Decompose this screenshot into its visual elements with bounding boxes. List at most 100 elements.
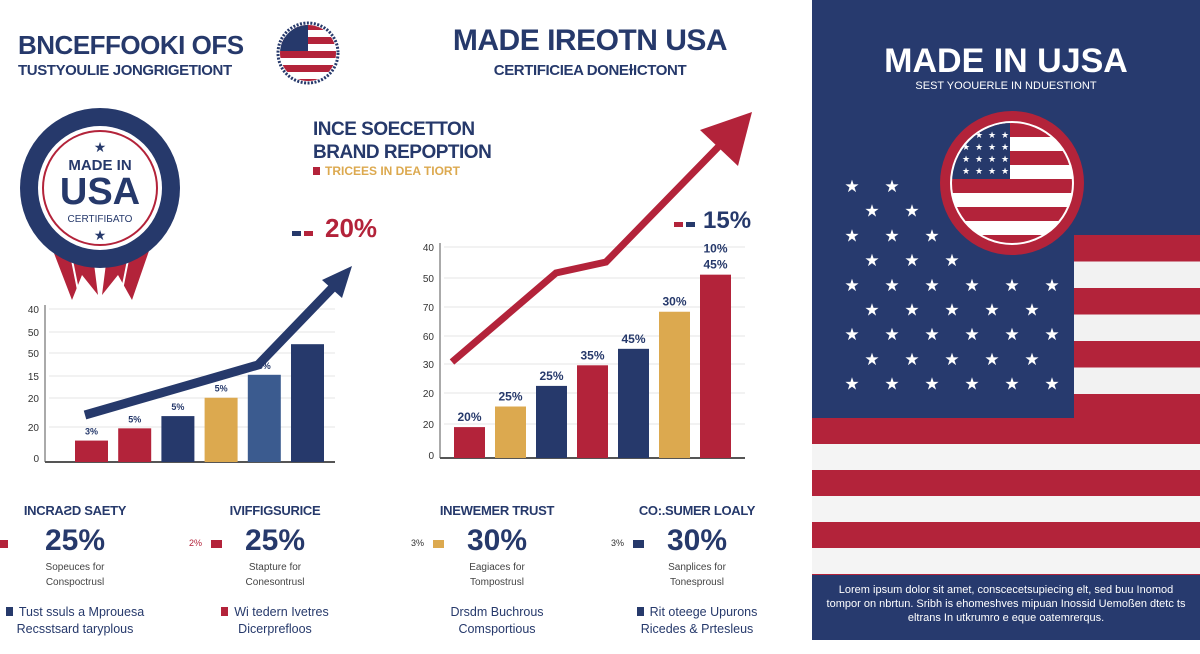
y-tick-label: 20 <box>423 420 435 431</box>
svg-text:★: ★ <box>988 166 996 176</box>
stat-value: 30% <box>466 524 528 557</box>
star-icon: ★ <box>1004 325 1019 344</box>
mid-heading-line2: BRAND REPOPTION <box>313 142 492 163</box>
svg-text:★: ★ <box>975 154 983 164</box>
panel-subtitle: SEST YOOUERLE IN NDUESTIONT <box>915 80 1097 92</box>
seal-text-line2: USA <box>60 171 140 213</box>
left-subtitle: TUSTYOULIE JONGRIGETIONT <box>18 62 232 79</box>
y-tick-label: 70 <box>423 303 435 314</box>
bar <box>659 311 690 458</box>
data-label: 5% <box>258 361 271 371</box>
arrow-head-icon <box>322 266 352 298</box>
star-icon: ★ <box>904 202 919 221</box>
svg-text:★: ★ <box>1001 142 1009 152</box>
bar <box>161 416 195 462</box>
star-icon: ★ <box>924 276 939 295</box>
stat-value-row: 3%25% <box>0 524 175 558</box>
y-tick-label: 0 <box>33 454 39 465</box>
infographic-canvas: ★ ★ MADE IN USA CERTIFIБATO 40 50 50 15 20 20… <box>20 21 752 465</box>
svg-text:★: ★ <box>962 142 970 152</box>
star-icon: ★ <box>94 139 107 155</box>
data-label: 30% <box>662 295 686 309</box>
data-label: 3% <box>85 427 98 437</box>
right-panel: MADE IN UJSA SEST YOOUERLE IN NDUESTIONT… <box>812 0 1200 640</box>
y-tick-label: 50 <box>423 274 435 285</box>
data-label: 20% <box>457 410 481 424</box>
data-label: 25% <box>539 369 563 383</box>
star-icon: ★ <box>1024 350 1039 369</box>
y-tick-label: 20 <box>28 394 40 405</box>
star-icon: ★ <box>944 251 959 270</box>
y-tick-label: 50 <box>28 349 40 360</box>
stat-desc-line1: Stapture for <box>248 562 302 573</box>
bullet-square-icon <box>221 607 229 616</box>
y-tick-label: 20 <box>423 389 435 400</box>
flag-stripe <box>1074 314 1200 341</box>
stat-bullet-line1: Tust ssuls a Mprouesa <box>18 605 145 619</box>
flag-stripe <box>1074 367 1200 394</box>
bar <box>618 348 649 458</box>
star-icon: ★ <box>1024 301 1039 320</box>
star-icon: ★ <box>884 375 899 394</box>
star-icon: ★ <box>884 226 899 245</box>
stat-bullet: Wi tedern Ivetres Dicerprefloos <box>175 604 375 638</box>
svg-text:★: ★ <box>988 130 996 140</box>
bar <box>75 440 108 462</box>
star-icon: ★ <box>844 375 859 394</box>
stat-swatch <box>0 540 8 548</box>
bullet-square-icon <box>636 607 644 616</box>
legend-swatch <box>674 222 683 227</box>
data-label: 45% <box>621 332 645 346</box>
stat-desc-line2: Tompostrusl <box>470 577 524 588</box>
star-icon: ★ <box>844 276 859 295</box>
y-tick-label: 15 <box>28 372 40 383</box>
star-icon: ★ <box>1044 325 1059 344</box>
stat-card: INEWEMER TRUST 3% 30% Eagiaces for Tompost… <box>397 503 597 638</box>
flag-stripe <box>812 548 1200 574</box>
star-icon: ★ <box>844 177 859 196</box>
bar <box>536 385 567 458</box>
chart-right: 40 50 70 60 30 20 20 0 20% 25% 25% 35% 45% 30% 10% 45% <box>423 112 752 462</box>
data-label: 5% <box>215 384 228 394</box>
callout-right: 15% <box>703 207 751 234</box>
star-icon: ★ <box>1004 375 1019 394</box>
bar <box>247 374 281 462</box>
stat-desc: Stapture for Conesontrusl <box>175 560 375 590</box>
star-icon: ★ <box>904 350 919 369</box>
stat-desc-line2: Conspoctrusl <box>45 577 105 588</box>
y-tick-label: 40 <box>28 305 40 316</box>
star-icon: ★ <box>1004 276 1019 295</box>
stat-value-row: 2% 25% <box>175 524 375 558</box>
stat-bullet-line1: Wi tedern Ivetres <box>234 605 329 619</box>
stat-prefix: 3% <box>611 538 625 548</box>
red-square-icon <box>313 167 320 175</box>
stat-prefix: 2% <box>189 538 203 548</box>
stat-bullet-line2: Recsstsard taryplous <box>16 622 134 636</box>
mid-heading-line1: INCE SOECETTON <box>313 119 475 140</box>
data-label: 5% <box>171 402 184 412</box>
bar <box>454 427 485 458</box>
legend-swatch <box>304 231 313 236</box>
stat-bullet-line2: Comsportious <box>458 622 536 636</box>
svg-text:★: ★ <box>1001 130 1009 140</box>
stat-desc-line2: Tonesprousl <box>670 577 724 588</box>
star-icon: ★ <box>864 350 879 369</box>
panel-body-text: Lorem ipsum dolor sit amet, conscecetsup… <box>812 575 1200 640</box>
svg-text:★: ★ <box>988 142 996 152</box>
svg-text:★: ★ <box>962 166 970 176</box>
stat-value: 30% <box>666 524 728 557</box>
flag-stripe <box>812 496 1200 522</box>
star-icon: ★ <box>964 276 979 295</box>
stat-desc-line1: Sopeuces for <box>45 562 105 573</box>
y-tick-label: 60 <box>423 332 435 343</box>
star-icon: ★ <box>1044 375 1059 394</box>
star-icon: ★ <box>924 325 939 344</box>
arrow-head-icon <box>700 112 752 166</box>
star-icon: ★ <box>964 375 979 394</box>
star-icon: ★ <box>864 301 879 320</box>
stat-value-row: 3% 30% <box>397 524 597 558</box>
stat-heading: INEWEMER TRUST <box>439 503 555 518</box>
callout-left: 20% <box>325 213 377 243</box>
stat-card: IVIFFIGSURICE 2% 25% Stapture for Conesont… <box>175 503 375 638</box>
stat-desc-line2: Conesontrusl <box>245 577 305 588</box>
